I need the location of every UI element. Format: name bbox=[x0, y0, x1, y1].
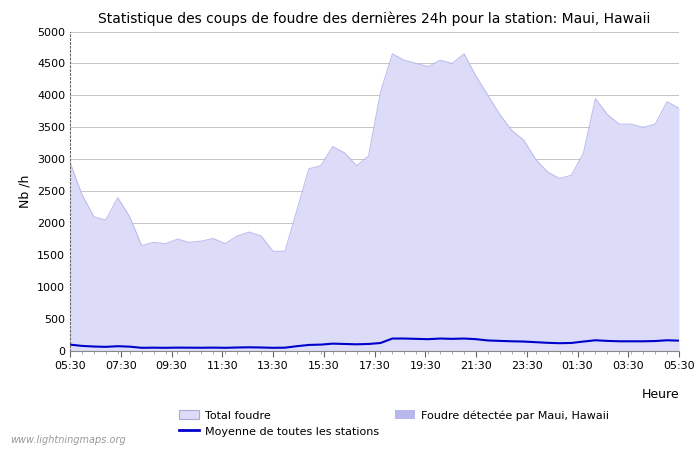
Text: www.lightningmaps.org: www.lightningmaps.org bbox=[10, 435, 126, 445]
Text: Heure: Heure bbox=[641, 388, 679, 401]
Title: Statistique des coups de foudre des dernières 24h pour la station: Maui, Hawaii: Statistique des coups de foudre des dern… bbox=[98, 12, 651, 26]
Y-axis label: Nb /h: Nb /h bbox=[18, 175, 32, 208]
Legend: Total foudre, Moyenne de toutes les stations, Foudre détectée par Maui, Hawaii: Total foudre, Moyenne de toutes les stat… bbox=[179, 410, 609, 436]
